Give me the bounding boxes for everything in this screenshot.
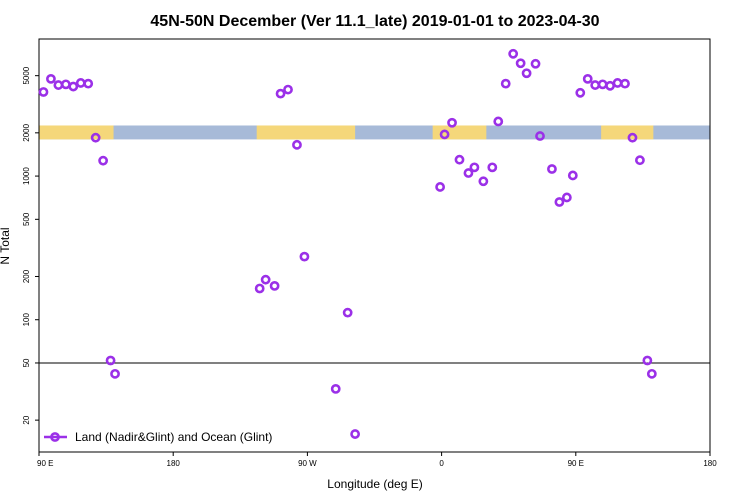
data-point-27 xyxy=(469,162,480,173)
data-point-30 xyxy=(493,116,504,127)
data-point-11 xyxy=(110,368,120,379)
x-tick-label-6: 180 xyxy=(703,459,717,468)
data-point-51 xyxy=(646,368,657,379)
y-tick-label-7: 2000 xyxy=(22,123,31,141)
ocean-band xyxy=(39,125,710,140)
data-point-10 xyxy=(105,355,116,366)
data-point-1 xyxy=(38,87,49,97)
land-segment-2 xyxy=(256,125,356,140)
legend-label: Land (Nadir&Glint) and Ocean (Glint) xyxy=(75,430,272,444)
data-point-48 xyxy=(627,132,638,143)
data-point-2 xyxy=(46,73,56,84)
x-axis: 90 E 180 90 W 0 90 E 180 xyxy=(37,452,717,468)
chart-title: 45N-50N December (Ver 11.1_late) 2019-01… xyxy=(150,13,599,30)
x-tick-label-5: 90 E xyxy=(568,459,584,468)
y-axis: 20 50 100 200 500 1000 2000 5000 xyxy=(22,66,39,425)
data-point-31 xyxy=(500,78,511,89)
y-tick-label-8: 5000 xyxy=(22,66,31,84)
data-point-34 xyxy=(521,68,532,79)
land-segment-1 xyxy=(39,125,114,140)
y-axis-label: N Total xyxy=(0,227,12,264)
y-tick-label-4: 200 xyxy=(22,269,31,283)
plot-frame xyxy=(38,38,711,453)
data-point-24 xyxy=(447,117,457,128)
data-point-9 xyxy=(98,155,109,166)
data-point-49 xyxy=(635,155,645,166)
data-point-17 xyxy=(292,139,302,150)
land-segment-3 xyxy=(432,125,487,140)
data-point-18 xyxy=(299,251,310,262)
land-segment-4 xyxy=(601,125,654,140)
data-point-12 xyxy=(254,283,265,294)
x-tick-label-4: 0 xyxy=(439,459,444,468)
data-point-28 xyxy=(478,176,489,187)
plot-area xyxy=(38,38,711,453)
data-point-29 xyxy=(487,162,498,173)
y-tick-label-2: 50 xyxy=(22,358,31,367)
data-point-21 xyxy=(350,429,361,439)
data-point-47 xyxy=(620,78,630,89)
legend: Land (Nadir&Glint) and Ocean (Glint) xyxy=(44,430,272,444)
data-point-33 xyxy=(515,58,526,69)
x-tick-label-2: 180 xyxy=(167,459,181,468)
data-point-38 xyxy=(554,197,565,207)
data-point-19 xyxy=(342,307,353,318)
data-point-36 xyxy=(535,131,545,141)
x-axis-label: Longitude (deg E) xyxy=(327,477,422,491)
y-tick-label-5: 500 xyxy=(22,212,31,226)
y-tick-label-1: 20 xyxy=(22,415,31,424)
land-ocean-band xyxy=(39,125,710,140)
data-point-15 xyxy=(275,88,286,99)
data-point-8 xyxy=(90,132,101,143)
y-tick-label-3: 100 xyxy=(22,313,31,327)
data-point-41 xyxy=(575,87,586,98)
data-point-37 xyxy=(547,164,557,174)
data-point-20 xyxy=(330,383,341,394)
data-point-32 xyxy=(508,48,519,59)
data-point-23 xyxy=(439,129,450,140)
x-tick-label-1: 90 E xyxy=(37,459,53,468)
data-point-7 xyxy=(83,78,94,89)
data-point-50 xyxy=(642,355,653,366)
data-point-25 xyxy=(454,154,465,165)
x-tick-label-3: 90 W xyxy=(298,459,317,468)
legend-marker-swatch xyxy=(50,432,60,442)
data-point-39 xyxy=(561,192,572,203)
data-point-22 xyxy=(435,182,446,192)
data-point-16 xyxy=(283,84,293,95)
data-points xyxy=(38,48,657,439)
data-point-5 xyxy=(68,81,79,92)
y-tick-label-6: 1000 xyxy=(22,167,31,185)
data-point-26 xyxy=(463,168,474,178)
data-point-35 xyxy=(530,58,541,69)
data-point-13 xyxy=(260,274,271,285)
data-point-42 xyxy=(582,73,593,84)
data-point-14 xyxy=(269,280,280,291)
data-point-40 xyxy=(567,170,578,181)
